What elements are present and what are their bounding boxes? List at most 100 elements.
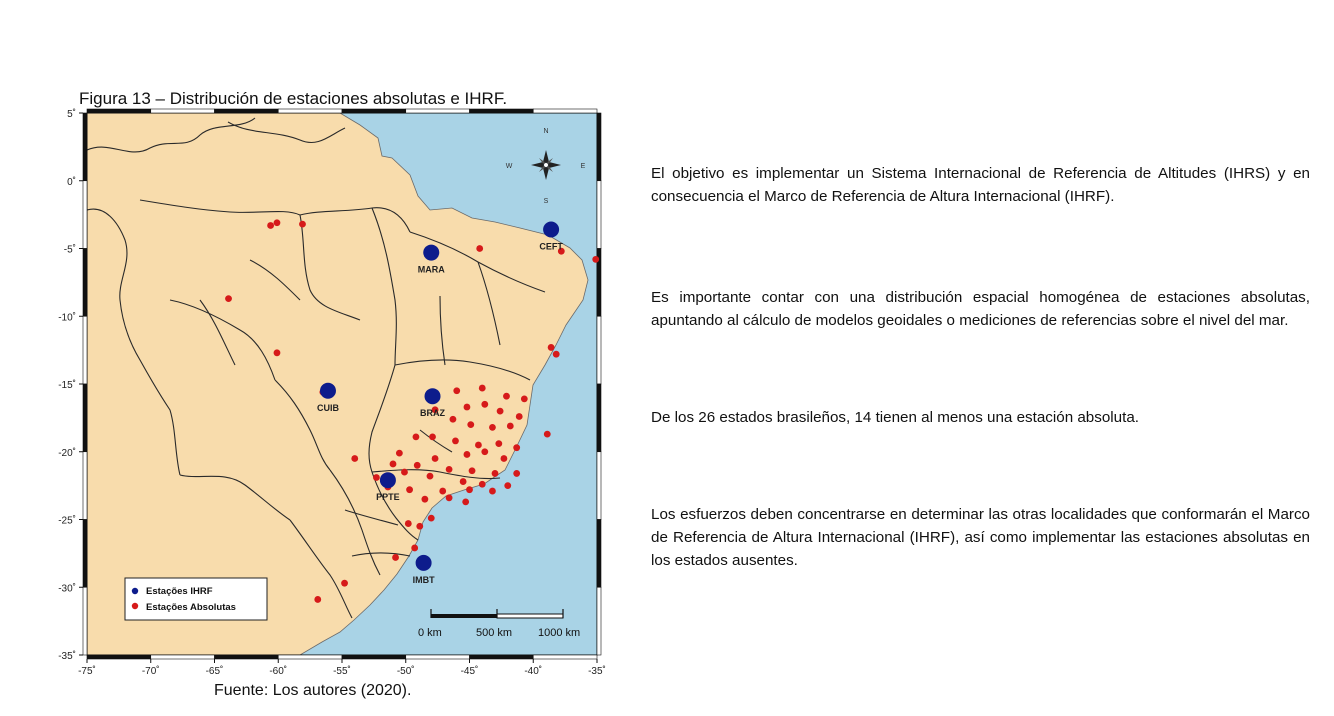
ihrf-station-label: IMBT [413,575,435,585]
lat-tick-label: -25˚ [58,515,76,527]
absolute-station-marker [401,468,408,476]
absolute-station-marker [463,403,471,411]
absolute-station-marker [427,514,435,522]
lon-tick-label: -45˚ [461,665,479,677]
lat-tick-label: -10˚ [58,311,76,323]
figure-title: Figura 13 – Distribución de estaciones a… [79,89,508,108]
absolute-station-marker [404,520,412,527]
absolute-station-marker [478,384,486,392]
paragraph-distribution: Es importante contar con una distribució… [651,289,1310,329]
absolute-station-marker [491,470,499,477]
absolute-station-marker [481,448,489,456]
map-legend: Estações IHRF Estações Absolutas [124,577,268,621]
absolute-station-marker [504,482,512,490]
absolute-station-marker [463,451,471,458]
absolute-station-marker [406,486,413,494]
absolute-station-marker [520,395,528,403]
paragraph-states: De los 26 estados brasileños, 14 tienen … [651,409,1140,426]
absolute-station-marker [500,455,508,462]
absolute-station-marker [467,421,475,429]
legend-absolute-marker [131,602,139,610]
ihrf-station-marker [424,388,441,405]
absolute-station-marker [489,487,496,495]
scale-label-1000: 1000 km [538,627,580,639]
compass-rose-icon: N S E W [506,128,586,205]
absolute-station-marker [459,478,467,485]
ihrf-station-marker [543,221,560,238]
lat-tick-label: 5˚ [67,108,76,120]
figure-source: Fuente: Los autores (2020). [214,682,412,699]
absolute-station-marker [496,407,504,415]
absolute-station-marker [373,474,380,481]
absolute-station-marker [478,480,486,488]
lon-tick-label: -60˚ [269,665,287,677]
lat-tick-label: -30˚ [58,582,76,594]
ihrf-station-marker [415,554,432,571]
absolute-station-marker [267,222,274,229]
lon-tick-label: -70˚ [142,665,160,677]
absolute-station-marker [431,406,439,414]
absolute-station-marker [513,470,521,477]
absolute-station-marker [513,444,521,452]
map-frame: -75˚ -70˚ -65˚ -60˚ -55˚ -50˚ -45˚ -40˚ -35˚ 5˚ 0˚… [58,108,606,677]
ihrf-station-label: CEFT [539,242,563,252]
absolute-station-marker [395,449,403,457]
lon-tick-label: -40˚ [524,665,542,677]
lon-tick-label: -55˚ [333,665,351,677]
absolute-station-marker [351,455,359,462]
absolute-station-marker [225,295,232,303]
absolute-station-marker [429,433,436,441]
compass-w: W [506,163,513,170]
scale-label-0: 0 km [418,627,442,639]
lon-tick-label: -50˚ [397,665,415,677]
absolute-station-marker [452,437,459,445]
absolute-station-marker [412,433,420,441]
absolute-station-marker [445,465,453,473]
absolute-station-marker [557,247,565,255]
ihrf-station-marker [379,472,396,489]
absolute-station-marker [389,460,397,468]
absolute-station-marker [506,422,514,430]
political-borders [87,117,546,619]
absolute-stations [225,219,600,603]
absolute-station-marker [273,219,281,227]
ihrf-stations: MARA CEFT CUIB BRAZ PPTE IMBT [317,221,563,585]
lat-tick-label: 0˚ [67,176,76,188]
absolute-station-marker [431,455,439,462]
ihrf-station-marker [319,382,336,399]
absolute-station-marker [475,441,482,449]
paragraph-objective: El objetivo es implementar un Sistema In… [651,165,1310,205]
scale-bar: 0 km 500 km 1000 km [418,609,580,639]
ihrf-station-label: MARA [418,265,445,275]
lon-tick-label: -75˚ [78,665,96,677]
compass-n: N [543,128,548,135]
lat-tick-label: -5˚ [64,244,76,256]
absolute-station-marker [449,415,457,423]
legend-ihrf-label: Estações IHRF [146,586,213,597]
absolute-station-marker [489,423,496,431]
scale-label-500: 500 km [476,627,512,639]
absolute-station-marker [495,440,503,448]
absolute-station-marker [476,245,484,252]
lat-tick-label: -35˚ [58,650,76,662]
ihrf-station-label: CUIB [317,403,339,413]
absolute-station-marker [453,387,461,395]
absolute-station-marker [413,461,421,469]
ihrf-station-label: PPTE [376,492,400,502]
absolute-station-marker [481,400,489,408]
absolute-station-marker [515,413,523,420]
absolute-station-marker [416,522,424,530]
compass-e: E [581,163,586,170]
absolute-station-marker [411,544,419,552]
legend-absolute-label: Estações Absolutas [146,602,236,613]
lat-tick-label: -20˚ [58,447,76,459]
absolute-station-marker [547,344,555,351]
land-mass [87,113,589,655]
absolute-station-marker [552,350,560,358]
absolute-station-marker [299,220,306,228]
absolute-station-marker [592,255,600,263]
ihrf-station-marker [423,244,440,261]
lon-tick-label: -65˚ [206,665,224,677]
absolute-station-marker [462,498,470,506]
